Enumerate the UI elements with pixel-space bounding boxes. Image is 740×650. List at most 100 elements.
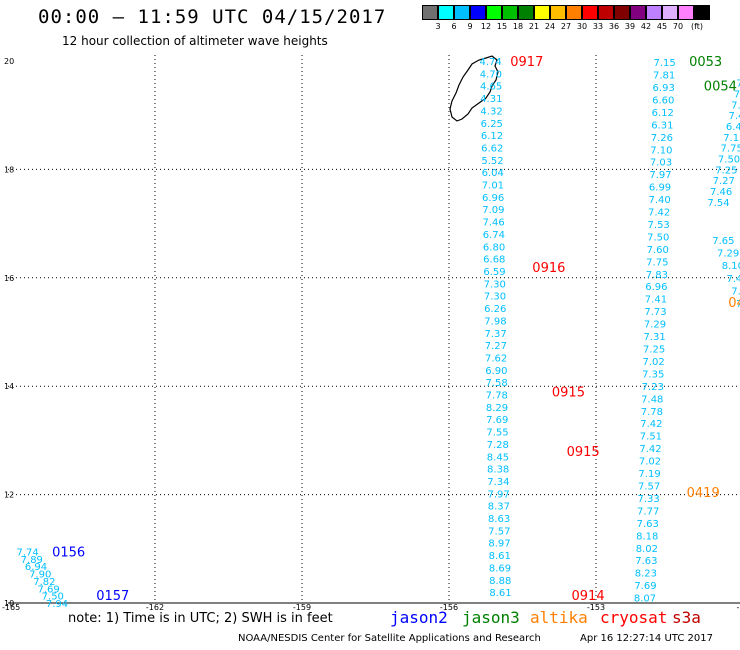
pass-label: 0914 — [572, 589, 605, 604]
scale-swatch — [694, 5, 710, 20]
altimeter-tracks: 4.744.704.654.314.326.256.126.625.526.04… — [16, 57, 740, 610]
wave-height-value: 7.82 — [33, 577, 55, 588]
wave-height-value: 7.94 — [46, 599, 68, 610]
wave-height-value: 7.97 — [649, 170, 671, 181]
wave-height-value: 8.07 — [634, 594, 656, 605]
wave-height-value: 7.75 — [646, 257, 668, 268]
wave-height-value: 6.96 — [482, 193, 504, 204]
wave-height-value: 6.94 — [25, 562, 47, 573]
wave-height-value: 7.60 — [647, 245, 669, 256]
wave-height-value: 7.15 — [653, 58, 675, 69]
map-subtitle: 12 hour collection of altimeter wave hei… — [62, 34, 328, 48]
wave-height-value: 7.31 — [643, 332, 665, 343]
wave-height-value: 7.69 — [634, 581, 656, 592]
wave-height-value: 7.65 — [712, 236, 734, 247]
wave-height-value: 7.58 — [485, 378, 507, 389]
lat-tick-label: 18 — [4, 165, 14, 174]
scale-swatch — [662, 5, 678, 20]
wave-height-value: 7.55 — [486, 428, 508, 439]
pass-label: 0916 — [532, 261, 565, 276]
scale-label: 9 — [467, 22, 473, 31]
scale-swatch — [582, 5, 598, 20]
wave-height-value: 4.31 — [480, 94, 502, 105]
wave-height-value: 7.46 — [726, 274, 740, 285]
lat-lon-grid — [8, 55, 740, 604]
lon-tick-label: -165 — [2, 603, 20, 612]
wave-height-value: 7.26 — [651, 133, 673, 144]
wave-height-value: 8.29 — [486, 403, 508, 414]
scale-label: 30 — [576, 22, 588, 31]
wave-height-value: 7.97 — [487, 489, 509, 500]
wave-height-value: 6.74 — [483, 230, 505, 241]
wave-height-value: 7.09 — [482, 205, 504, 216]
scale-label: 12 — [480, 22, 492, 31]
pass-label: 0915 — [552, 386, 585, 401]
scale-label: 27 — [560, 22, 572, 31]
lat-tick-label: 12 — [4, 491, 14, 500]
scale-swatch — [470, 5, 486, 20]
wave-height-value: 7.73 — [644, 307, 666, 318]
wave-height-value: 7.25 — [715, 165, 737, 176]
wave-height-value: 4.32 — [480, 106, 502, 117]
credit-text: NOAA/NESDIS Center for Satellite Applica… — [238, 633, 541, 644]
wave-height-value: 7.30 — [484, 292, 506, 303]
wave-height-value: 7.90 — [29, 570, 51, 581]
wave-height-value: 7.50 — [718, 155, 740, 166]
wave-height-value: 6.59 — [483, 267, 505, 278]
wave-height-value: 6.80 — [483, 242, 505, 253]
pass-labels: 0917091609150915091400530054005504180419… — [52, 55, 740, 604]
wave-height-value: 7.01 — [482, 181, 504, 192]
wave-height-value: 4.70 — [480, 69, 502, 80]
legend-note: note: 1) Time is in UTC; 2) SWH is in fe… — [68, 611, 333, 626]
track-center: 7.15 7.816.936.60 6.126.31 7.267.10 7.037.97… — [634, 58, 676, 604]
wave-height-value: 7.74 — [16, 548, 38, 559]
lat-tick-label: 14 — [4, 382, 14, 391]
scale-label: 39 — [624, 22, 636, 31]
wave-height-value: 7.78 — [486, 391, 508, 402]
wave-height-value: 7.13 — [723, 133, 740, 144]
scale-label: 45 — [656, 22, 668, 31]
wave-height-value: 7.75 — [721, 144, 740, 155]
scale-swatch — [438, 5, 454, 20]
wave-height-value: 7.10 — [650, 145, 672, 156]
satellite-legend-item: cryosat — [600, 608, 668, 627]
wave-height-value: 8.37 — [488, 502, 510, 513]
wave-height-value: 7.50 — [42, 592, 64, 603]
scale-swatch — [486, 5, 502, 20]
scale-swatch — [534, 5, 550, 20]
wave-height-value: 7.77 — [734, 90, 740, 101]
satellite-legend-item: jason2 — [390, 608, 448, 627]
wave-height-value: 6.62 — [481, 143, 503, 154]
pass-label: 0156 — [52, 546, 85, 561]
wave-height-value: 6.12 — [652, 108, 674, 119]
wave-height-value: 8.10 — [722, 261, 740, 272]
wave-height-value: 7.81 — [653, 71, 675, 82]
wave-height-value: 7.57 — [638, 481, 660, 492]
pass-label: 0418 — [728, 296, 740, 311]
scale-swatch — [598, 5, 614, 20]
wave-height-value: 6.96 — [645, 282, 667, 293]
wave-height-value: 7.69 — [37, 584, 59, 595]
scale-swatch — [678, 5, 694, 20]
lat-tick-label: 10 — [4, 599, 14, 608]
scale-label: 18 — [512, 22, 524, 31]
scale-swatch — [518, 5, 534, 20]
wave-height-value: 6.93 — [653, 83, 675, 94]
wave-height-value: 6.26 — [484, 304, 506, 315]
wave-height-value: 8.88 — [489, 576, 511, 587]
scale-swatch — [502, 5, 518, 20]
wave-height-value: 8.23 — [635, 569, 657, 580]
wave-height-value: 7.46 — [710, 187, 732, 198]
lon-tick-label: -153 — [587, 603, 605, 612]
axis-tick-labels: -165 -162 -159 -156 -153 -15 20 18 16 14 12 10 — [2, 57, 740, 612]
scale-label: 70 — [672, 22, 684, 31]
scale-swatch — [566, 5, 582, 20]
wave-height-value: 7.54 — [707, 198, 729, 209]
wave-height-value: 7.33 — [638, 494, 660, 505]
wave-height-value: 8.61 — [489, 551, 511, 562]
wave-height-value: 7.50 — [647, 232, 669, 243]
wave-height-value: 7.63 — [637, 519, 659, 530]
scale-swatch — [630, 5, 646, 20]
lon-tick-label: -162 — [146, 603, 164, 612]
scale-label: 21 — [528, 22, 540, 31]
